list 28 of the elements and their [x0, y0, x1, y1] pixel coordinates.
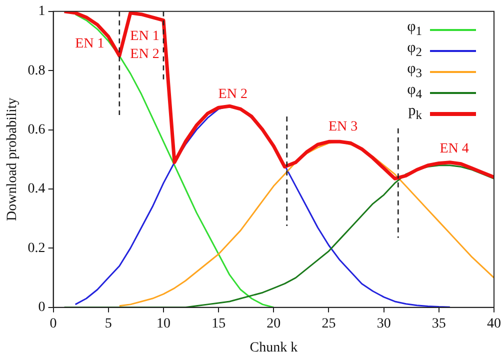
annotation: EN 1 — [130, 29, 160, 44]
x-tick-label: 10 — [156, 316, 170, 332]
x-tick-label: 0 — [50, 316, 57, 332]
annotation: EN 4 — [440, 142, 469, 157]
y-tick-label: 0 — [38, 300, 46, 316]
x-tick-label: 40 — [487, 316, 501, 332]
x-tick-label: 15 — [212, 316, 226, 332]
legend-label: φ$_{2}$ — [407, 40, 422, 62]
x-tick-label: 30 — [376, 316, 391, 332]
y-tick-label: 0.2 — [28, 240, 46, 256]
annotation: EN 3 — [328, 120, 358, 135]
annotation: EN 2 — [130, 46, 160, 62]
legend-label: φ$_{3}$ — [407, 61, 422, 82]
annotation: EN 2 — [218, 86, 248, 102]
legend-label: φ$_{4}$ — [407, 82, 422, 104]
x-tick-label: 25 — [322, 316, 336, 332]
x-axis-title: Chunk k — [250, 340, 298, 356]
x-tick-label: 5 — [104, 316, 112, 332]
y-tick-label: 0.4 — [28, 182, 46, 197]
legend-label: φ$_{1}$ — [407, 19, 422, 40]
annotation: EN 1 — [75, 36, 104, 52]
y-axis-title: Download probability — [5, 98, 20, 222]
x-tick-label: 35 — [432, 316, 446, 332]
y-tick-label: 1 — [38, 4, 46, 20]
y-tick-label: 0.8 — [28, 63, 46, 78]
legend-label: p$_{k}$ — [408, 103, 422, 124]
x-tick-label: 20 — [266, 316, 281, 332]
y-tick-label: 0.6 — [28, 122, 46, 138]
